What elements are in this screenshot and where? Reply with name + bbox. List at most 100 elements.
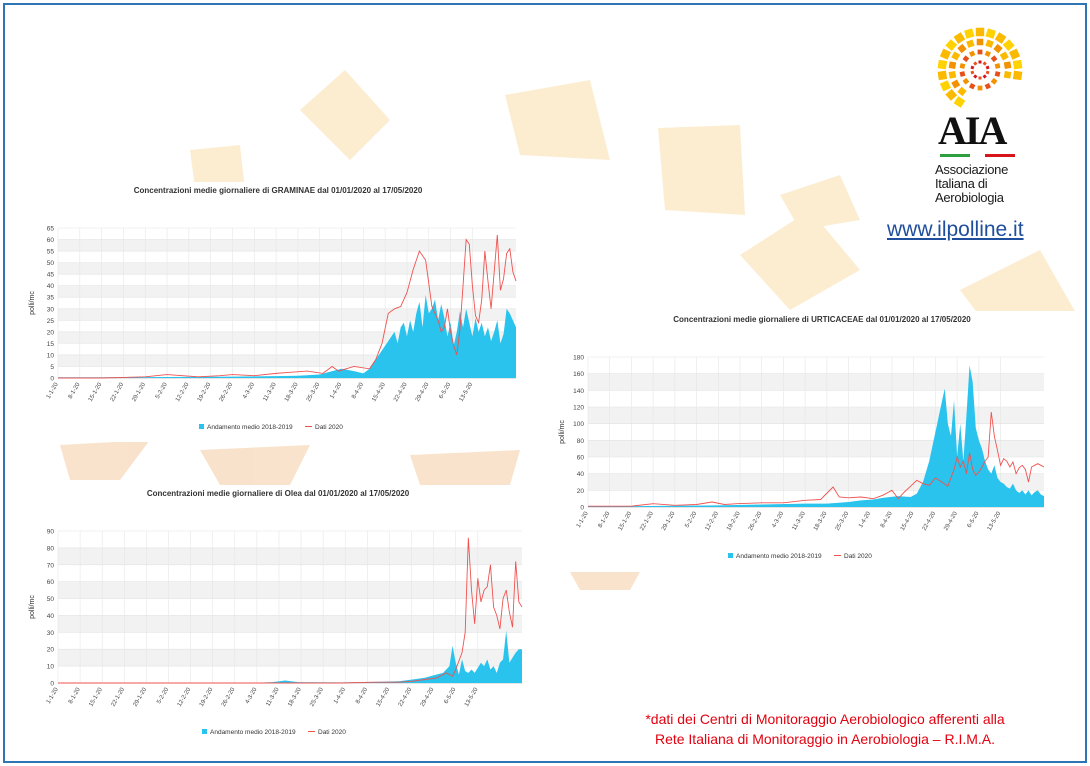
legend-label-2020[interactable]: Dati 2020 — [844, 553, 872, 560]
y-tick-label: 140 — [573, 388, 584, 395]
x-tick-label: 15-4-20 — [371, 381, 387, 402]
logo-petal — [994, 32, 1007, 44]
flag-green-bar — [940, 154, 970, 157]
logo-petal — [994, 71, 1001, 77]
olea-chart: Concentrazioni medie giornaliere di Olea… — [8, 487, 548, 749]
logo-petal — [968, 83, 976, 90]
x-tick-label: 26-2-20 — [219, 381, 235, 402]
y-tick-label: 0 — [50, 681, 54, 688]
y-tick-label: 0 — [580, 505, 584, 512]
x-tick-label: 1-4-20 — [333, 686, 347, 705]
legend-swatch-avg — [202, 729, 207, 734]
x-tick-label: 19-2-20 — [726, 510, 742, 531]
y-tick-label: 60 — [577, 455, 585, 462]
logo-petal — [959, 63, 966, 69]
legend-label-avg[interactable]: Andamento medio 2018-2019 — [207, 424, 293, 431]
aia-sun-logo-icon — [937, 27, 1023, 108]
y-tick-label: 100 — [573, 421, 584, 428]
x-tick-label: 8-4-20 — [355, 686, 369, 705]
urticaceae-chart: Concentrazioni medie giornaliere di URTI… — [559, 311, 1082, 571]
x-tick-label: 11-3-20 — [263, 381, 279, 402]
urticaceae-plot: 0 20 40 60 80 100 120 140 160 180 1-1-20 8-1-20 15-1… — [559, 355, 1045, 560]
y-tick-label: 80 — [47, 545, 55, 552]
y-tick-label: 40 — [47, 283, 55, 290]
x-tick-label: 11-3-20 — [792, 510, 808, 531]
logo-petal — [975, 27, 985, 37]
y-tick-label: 70 — [47, 562, 55, 569]
y-tick-label: 45 — [47, 272, 55, 279]
y-tick-label: 80 — [577, 438, 585, 445]
x-tick-label: 22-4-20 — [922, 510, 938, 531]
logo-petal — [962, 55, 970, 63]
logo-petal — [994, 63, 1001, 69]
x-tick-label: 1-1-20 — [576, 510, 590, 529]
x-tick-label: 5-2-20 — [684, 510, 698, 529]
logo-petal — [982, 74, 987, 79]
logo-petal — [990, 77, 998, 85]
logo-petal — [985, 39, 994, 48]
series-area-avg-2018-2019 — [58, 294, 516, 378]
legend-label-avg[interactable]: Andamento medio 2018-2019 — [210, 729, 296, 736]
logo-petal — [999, 51, 1009, 61]
x-tick-label: 15-4-20 — [376, 686, 392, 707]
logo-petal — [978, 76, 982, 80]
logo-petal — [962, 77, 970, 85]
x-tick-label: 12-2-20 — [177, 686, 193, 707]
x-tick-label: 18-3-20 — [284, 381, 300, 402]
series-line-2020 — [58, 537, 523, 684]
legend-label-2020[interactable]: Dati 2020 — [318, 729, 346, 736]
x-tick-label: 12-2-20 — [175, 381, 191, 402]
logo-petal — [937, 59, 948, 70]
logo-petal — [990, 55, 998, 63]
footnote: *dati dei Centri di Monitoraggio Aerobio… — [590, 709, 1060, 749]
y-tick-label: 35 — [47, 295, 55, 302]
x-tick-label: 29-4-20 — [943, 510, 959, 531]
website-link[interactable]: www.ilpolline.it — [887, 218, 1024, 241]
legend-swatch-avg — [199, 424, 204, 429]
y-tick-label: 50 — [47, 596, 55, 603]
logo-petal — [985, 65, 990, 70]
logo-petal — [968, 50, 976, 57]
grid-band — [58, 239, 516, 252]
logo-petal — [964, 28, 975, 39]
logo-petal — [984, 83, 992, 90]
grid-band — [58, 285, 516, 298]
logo-petal — [982, 61, 987, 66]
logo-petal — [977, 49, 983, 55]
x-tick-label: 8-4-20 — [351, 381, 365, 400]
x-tick-label: 22-4-20 — [398, 686, 414, 707]
logo-petal — [959, 71, 966, 77]
logo-petal — [948, 71, 957, 79]
logo-petal — [953, 32, 966, 44]
x-tick-label: 18-3-20 — [813, 510, 829, 531]
grid-band — [58, 547, 522, 565]
chart-title: Concentrazioni medie giornaliere di URTI… — [673, 315, 971, 324]
logo-petal — [976, 38, 984, 46]
x-tick-label: 26-2-20 — [221, 686, 237, 707]
logo-petal — [985, 28, 996, 39]
legend-label-avg[interactable]: Andamento medio 2018-2019 — [736, 553, 822, 560]
y-tick-label: 15 — [47, 341, 55, 348]
x-tick-label: 22-4-20 — [393, 381, 409, 402]
x-tick-label: 13-5-20 — [464, 686, 480, 707]
footnote-line-1: *dati dei Centri di Monitoraggio Aerobio… — [645, 711, 1005, 727]
x-tick-label: 13-5-20 — [459, 381, 475, 402]
logo-petal — [1012, 70, 1023, 81]
x-tick-label: 6-5-20 — [444, 686, 458, 705]
logo-petal — [1012, 59, 1023, 70]
series-area-avg-2018-2019 — [58, 630, 522, 683]
x-tick-label: 13-5-20 — [987, 510, 1003, 531]
logo-petal — [1003, 71, 1012, 79]
graminae-plot: 0 5 10 15 20 25 30 35 40 45 50 55 60 65 1-1-20 8-1-20 15… — [29, 226, 517, 431]
grid-band — [58, 581, 522, 599]
x-tick-label: 29-4-20 — [415, 381, 431, 402]
grid-band — [588, 407, 1044, 424]
logo-petal — [945, 39, 958, 52]
logo-petal — [937, 70, 948, 81]
y-tick-label: 30 — [47, 630, 55, 637]
x-tick-label: 11-3-20 — [265, 686, 281, 707]
legend-label-2020[interactable]: Dati 2020 — [315, 424, 343, 431]
logo-petal — [957, 43, 967, 54]
y-tick-label: 160 — [573, 371, 584, 378]
graminae-chart: Concentrazioni medie giornaliere di GRAM… — [8, 182, 548, 442]
